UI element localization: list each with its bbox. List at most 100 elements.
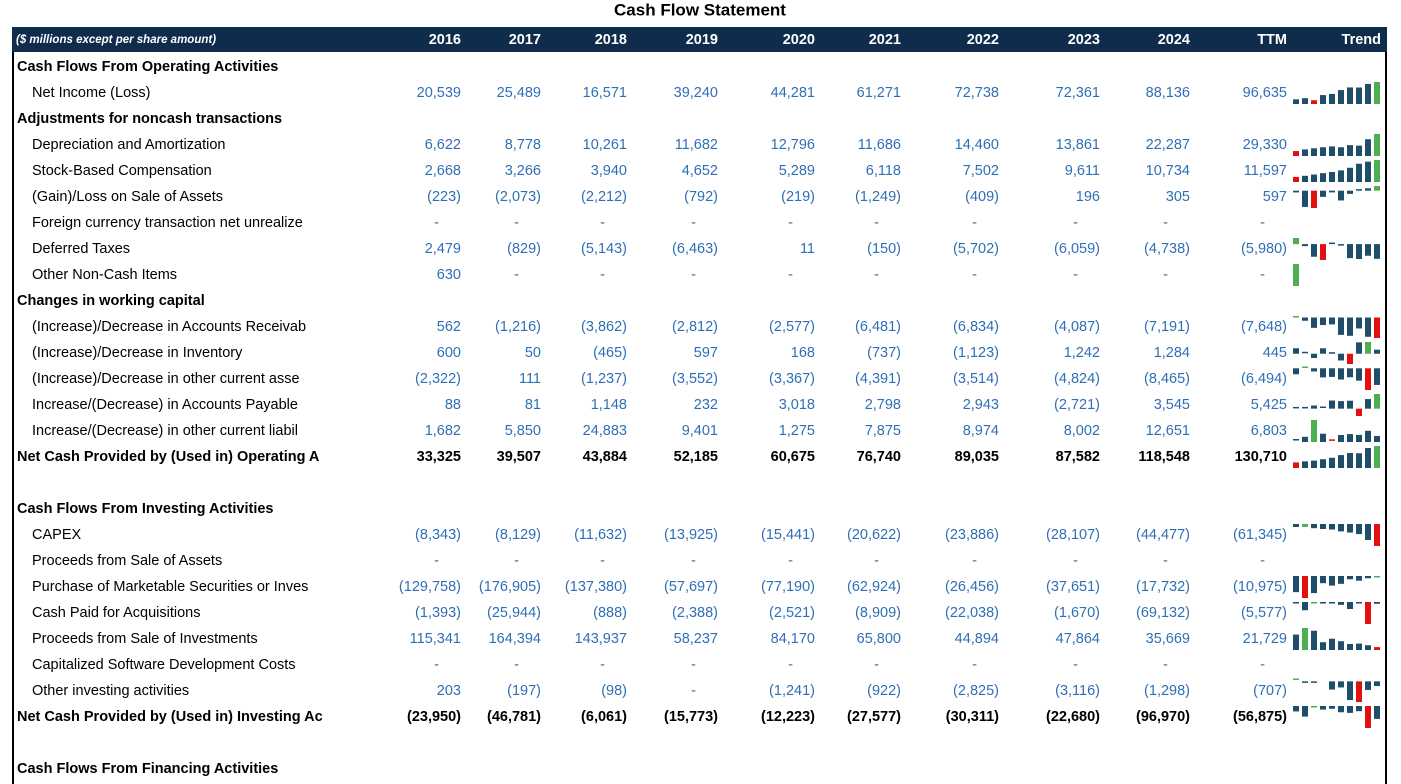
sparkline-bar (1374, 647, 1380, 650)
cell: (61,345) (1233, 527, 1287, 543)
cell: (4,087) (1054, 319, 1100, 335)
cell: 7,502 (963, 163, 999, 179)
cell: 11 (800, 241, 815, 257)
sparkline-bar (1320, 147, 1326, 156)
sparkline-bar (1311, 602, 1317, 604)
sparkline-bar (1293, 462, 1299, 468)
cell: - (1163, 553, 1168, 569)
sparkline-bar (1347, 576, 1353, 580)
cell: 4,652 (682, 163, 718, 179)
sparkline-bar (1329, 317, 1335, 325)
cell: - (600, 553, 605, 569)
header-cell: ($ millions except per share amount) (16, 34, 216, 46)
cell: (12,223) (761, 709, 815, 725)
cell: (15,441) (761, 527, 815, 543)
sparkline-bar (1374, 160, 1380, 182)
sparkline-bar (1356, 342, 1362, 354)
sparkline-bar (1374, 446, 1380, 468)
cell: (2,212) (581, 189, 627, 205)
cell: 6,803 (1251, 423, 1287, 439)
cell: (5,577) (1241, 605, 1287, 621)
sparkline-bar (1320, 244, 1326, 260)
cell: (2,577) (769, 319, 815, 335)
sparkline-bar (1338, 681, 1344, 688)
cell: (2,521) (769, 605, 815, 621)
cell: 562 (437, 319, 461, 335)
sparkline-bar (1374, 681, 1380, 687)
cell: 35,669 (1146, 631, 1190, 647)
sparkline-bar (1320, 406, 1326, 409)
cell: (150) (867, 241, 901, 257)
sparkline-bar (1329, 638, 1335, 650)
sparkline-bar (1311, 681, 1317, 683)
cell: 115,341 (410, 631, 461, 647)
cell: (888) (593, 605, 627, 621)
cell: 7,875 (865, 423, 901, 439)
row-label: Deferred Taxes (32, 241, 130, 257)
sparkline-bar (1329, 457, 1335, 468)
cell: 445 (1263, 345, 1287, 361)
sparkline-bar (1347, 353, 1353, 364)
cell: - (691, 215, 696, 231)
sparkline-bar (1374, 134, 1380, 156)
cell: 1,275 (779, 423, 815, 439)
cell: - (1260, 657, 1265, 673)
sparkline-bar (1320, 173, 1326, 182)
sparkline-bar (1302, 98, 1308, 104)
cell: (37,651) (1046, 579, 1100, 595)
cell: - (788, 215, 793, 231)
sparkline-bar (1320, 642, 1326, 650)
cell: 305 (1166, 189, 1190, 205)
cell: (23,886) (945, 527, 999, 543)
cell: 2,479 (425, 241, 461, 257)
header-cell: 2021 (869, 32, 901, 48)
sparkline-bar (1338, 602, 1344, 605)
cell: (8,129) (495, 527, 541, 543)
row-label: CAPEX (32, 527, 81, 543)
sparkline-bar (1365, 602, 1371, 624)
cell: 11,686 (858, 137, 901, 153)
sparkline-bar (1374, 706, 1380, 719)
sparkline-bar (1356, 706, 1362, 712)
cell: (8,465) (1144, 371, 1190, 387)
cell: (219) (781, 189, 815, 205)
header-cell: 2018 (595, 32, 627, 48)
cell: 6,622 (425, 137, 461, 153)
sparkline-bar (1365, 645, 1371, 650)
cell: - (600, 657, 605, 673)
row-label: Other Non-Cash Items (32, 267, 177, 283)
cell: - (434, 657, 439, 673)
sparkline-bar (1293, 706, 1299, 712)
row-label: Cash Flows From Financing Activities (17, 761, 278, 777)
cell: 20,539 (417, 85, 461, 101)
sparkline-bar (1302, 524, 1308, 527)
cell: (17,732) (1136, 579, 1190, 595)
cell: 203 (437, 683, 461, 699)
sparkline-bar (1293, 524, 1299, 527)
sparkline-bar (1347, 190, 1353, 194)
cell: (5,980) (1241, 241, 1287, 257)
row-label: Net Income (Loss) (32, 85, 150, 101)
sparkline-bar (1374, 394, 1380, 409)
cell: (6,494) (1241, 371, 1287, 387)
sparkline-bar (1302, 461, 1308, 468)
cell: (3,862) (581, 319, 627, 335)
sparkline-bar (1365, 83, 1371, 104)
cell: - (514, 657, 519, 673)
sparkline-bar (1347, 400, 1353, 409)
cell: (1,241) (769, 683, 815, 699)
row-label: (Increase)/Decrease in other current ass… (32, 371, 300, 387)
cell: 29,330 (1243, 137, 1287, 153)
sparkline-bar (1347, 643, 1353, 650)
sparkline-bar (1293, 634, 1299, 650)
cell: (1,216) (495, 319, 541, 335)
cell: 72,361 (1056, 85, 1100, 101)
cell: (829) (507, 241, 541, 257)
cell: 11,682 (675, 137, 718, 153)
sparkline-bar (1311, 148, 1317, 156)
cell: 84,170 (771, 631, 815, 647)
sparkline-bar (1365, 244, 1371, 256)
cell: (1,249) (855, 189, 901, 205)
sparkline-bar (1356, 408, 1362, 416)
row-label: Net Cash Provided by (Used in) Investing… (17, 709, 323, 725)
